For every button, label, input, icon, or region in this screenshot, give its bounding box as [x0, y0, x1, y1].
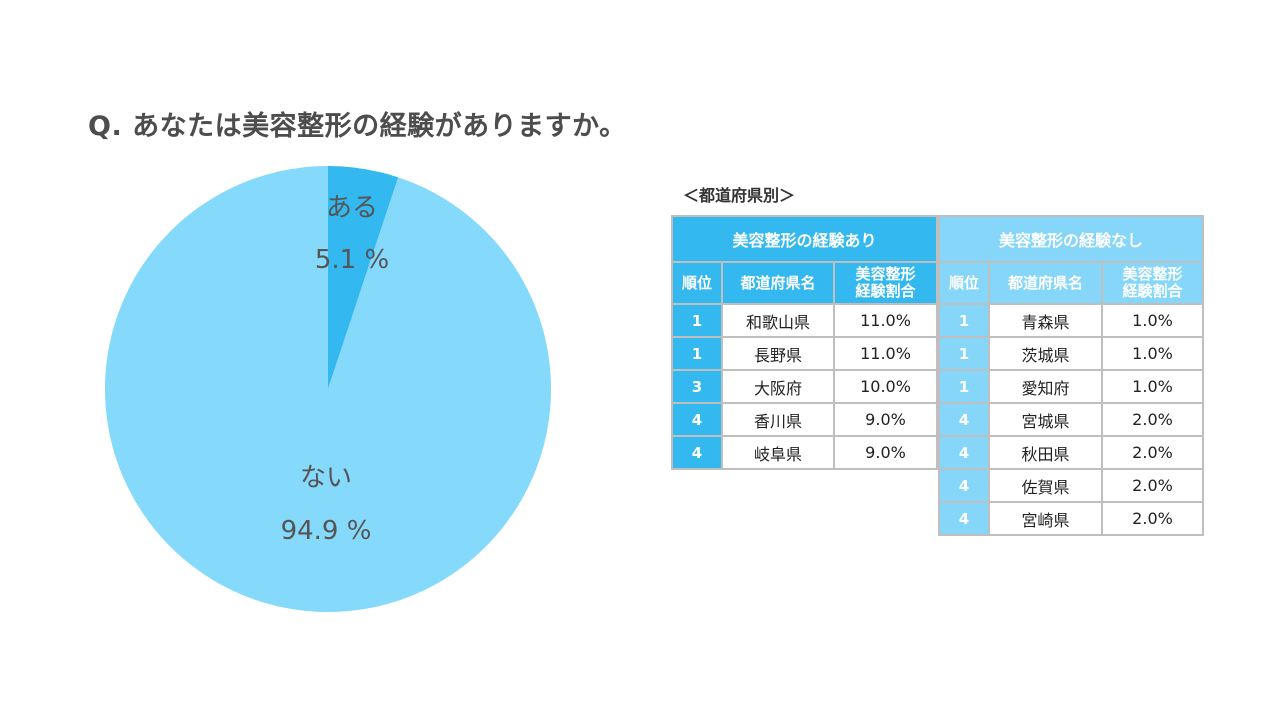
ratio-cell: 1.0%: [1101, 369, 1204, 404]
prefecture-cell: 茨城県: [988, 336, 1103, 371]
table-row: 1 和歌山県 11.0%: [671, 303, 938, 338]
page-title: Q. あなたは美容整形の経験がありますか。: [88, 111, 627, 142]
col-rank-header: 順位: [671, 261, 723, 305]
table-row: 4 秋田県 2.0%: [938, 435, 1204, 470]
pie-value-label: 94.9 %: [281, 516, 372, 546]
prefecture-cell: 和歌山県: [721, 303, 835, 338]
ratio-cell: 11.0%: [833, 303, 938, 338]
ratio-cell: 2.0%: [1101, 402, 1204, 437]
ratio-cell: 1.0%: [1101, 336, 1204, 371]
rank-cell: 1: [938, 369, 990, 404]
prefecture-cell: 宮崎県: [988, 501, 1103, 536]
pie-slice-yes: [328, 166, 399, 389]
col-ratio-header-line1: 美容整形: [1122, 265, 1183, 283]
rank-cell: 4: [938, 402, 990, 437]
rank-cell: 1: [671, 303, 723, 338]
table-row: 1 長野県 11.0%: [671, 336, 938, 371]
rank-cell: 3: [671, 369, 723, 404]
table-row: 4 宮崎県 2.0%: [938, 501, 1204, 536]
table-row: 1 茨城県 1.0%: [938, 336, 1204, 371]
col-prefecture-header: 都道府県名: [721, 261, 835, 305]
table-row: 4 香川県 9.0%: [671, 402, 938, 437]
rank-cell: 1: [938, 336, 990, 371]
prefecture-cell: 秋田県: [988, 435, 1103, 470]
table-row: 4 岐阜県 9.0%: [671, 435, 938, 470]
table-row: 3 大阪府 10.0%: [671, 369, 938, 404]
col-ratio-header-line2: 経験割合: [1122, 282, 1183, 300]
rank-cell: 4: [938, 468, 990, 503]
table-subtitle: ＜都道府県別＞: [683, 186, 796, 205]
table-no-title: 美容整形の経験なし: [938, 215, 1204, 263]
table-experience-yes: 美容整形の経験あり 順位 都道府県名 美容整形 経験割合 1 和歌山県 11.0% …: [671, 215, 938, 470]
col-ratio-header-line1: 美容整形: [855, 265, 916, 283]
table-row: 1 愛知府 1.0%: [938, 369, 1204, 404]
ratio-cell: 9.0%: [833, 435, 938, 470]
prefecture-cell: 香川県: [721, 402, 835, 437]
prefecture-cell: 大阪府: [721, 369, 835, 404]
prefecture-cell: 岐阜県: [721, 435, 835, 470]
table-row: 4 宮城県 2.0%: [938, 402, 1204, 437]
table-yes-title: 美容整形の経験あり: [671, 215, 938, 263]
col-prefecture-header: 都道府県名: [988, 261, 1103, 305]
rank-cell: 4: [938, 435, 990, 470]
pie-category-label: ない: [300, 463, 352, 493]
rank-cell: 4: [938, 501, 990, 536]
rank-cell: 1: [938, 303, 990, 338]
pie-value-label: 5.1 %: [315, 245, 389, 275]
ratio-cell: 11.0%: [833, 336, 938, 371]
ratio-cell: 2.0%: [1101, 468, 1204, 503]
ratio-cell: 2.0%: [1101, 501, 1204, 536]
ratio-cell: 2.0%: [1101, 435, 1204, 470]
prefecture-cell: 長野県: [721, 336, 835, 371]
prefecture-cell: 佐賀県: [988, 468, 1103, 503]
pie-chart: ある 5.1 % ない 94.9 %: [105, 166, 552, 612]
ratio-cell: 9.0%: [833, 402, 938, 437]
prefecture-cell: 宮城県: [988, 402, 1103, 437]
prefecture-cell: 愛知府: [988, 369, 1103, 404]
col-ratio-header: 美容整形 経験割合: [833, 261, 938, 305]
ratio-cell: 10.0%: [833, 369, 938, 404]
prefecture-cell: 青森県: [988, 303, 1103, 338]
rank-cell: 4: [671, 435, 723, 470]
col-ratio-header: 美容整形 経験割合: [1101, 261, 1204, 305]
table-row: 4 佐賀県 2.0%: [938, 468, 1204, 503]
rank-cell: 4: [671, 402, 723, 437]
ratio-cell: 1.0%: [1101, 303, 1204, 338]
table-row: 1 青森県 1.0%: [938, 303, 1204, 338]
rank-cell: 1: [671, 336, 723, 371]
col-ratio-header-line2: 経験割合: [855, 282, 916, 300]
col-rank-header: 順位: [938, 261, 990, 305]
pie-slice-no: [105, 166, 552, 612]
pie-category-label: ある: [326, 193, 378, 223]
